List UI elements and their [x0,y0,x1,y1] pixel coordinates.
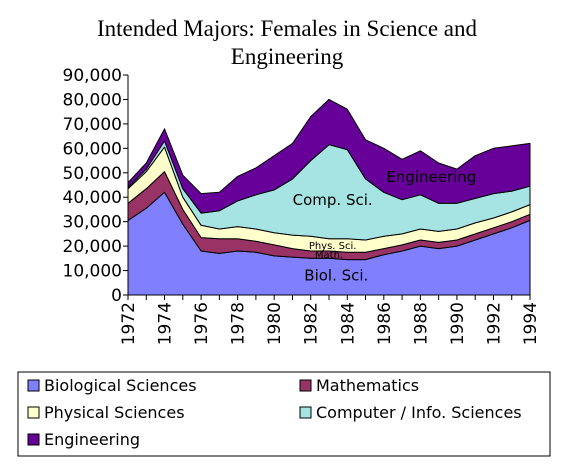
chart-title-line-1: Intended Majors: Females in Science and [97,16,478,41]
annotation-engineering: Engineering [386,168,476,186]
x-tick-label: 1982 [302,302,322,345]
y-tick-label: 80,000 [63,90,122,110]
legend-label-physical-sciences: Physical Sciences [44,403,185,422]
legend-label-computer-info-sciences: Computer / Info. Sciences [316,403,522,422]
legend-swatch-engineering [27,433,40,446]
x-tick-label: 1978 [229,302,249,345]
x-tick-label: 1974 [156,302,176,345]
x-tick-label: 1986 [375,302,395,345]
annotation-comp-sci: Comp. Sci. [293,191,373,209]
legend-swatch-biological-sciences [27,379,40,392]
x-tick-label: 1984 [338,302,358,345]
y-tick-label: 70,000 [63,115,122,135]
y-tick-label: 20,000 [63,237,122,257]
y-tick-label: 40,000 [63,188,122,208]
legend-box [17,371,551,457]
y-tick-label: 50,000 [63,164,122,184]
area-layers [127,98,531,296]
annotation-math: Math. [315,250,343,261]
y-tick-label: 0 [111,286,122,306]
x-tick-label: 1990 [448,302,468,345]
legend-label-engineering: Engineering [44,430,140,449]
y-tick-label: 60,000 [63,139,122,159]
x-tick-label: 1976 [192,302,212,345]
annotation-biol-sci: Biol. Sci. [304,266,368,284]
x-tick-label: 1994 [521,302,541,345]
y-tick-label: 30,000 [63,213,122,233]
area-annotations: Engineering Comp. Sci. Phys. Sci.Math. Biol… [293,168,477,284]
chart-title-line-2: Engineering [231,44,344,69]
legend-swatch-mathematics [299,379,312,392]
x-tick-label: 1972 [119,302,139,345]
legend: Biological Sciences Mathematics Physical S… [17,371,551,457]
x-tick-label: 1980 [265,302,285,345]
x-tick-label: 1992 [484,302,504,345]
axes: 0 10,000 20,000 30,000 40,000 50,000 60,000 70,… [63,66,541,345]
legend-label-biological-sciences: Biological Sciences [44,376,197,395]
legend-swatch-computer-info-sciences [299,406,312,419]
y-tick-label: 10,000 [63,262,122,282]
legend-swatch-physical-sciences [27,406,40,419]
area-engineering [127,98,531,214]
y-tick-label: 90,000 [63,66,122,86]
x-tick-label: 1988 [411,302,431,345]
legend-label-mathematics: Mathematics [316,376,419,395]
annotation-phys-sci: Phys. Sci. [309,241,357,252]
